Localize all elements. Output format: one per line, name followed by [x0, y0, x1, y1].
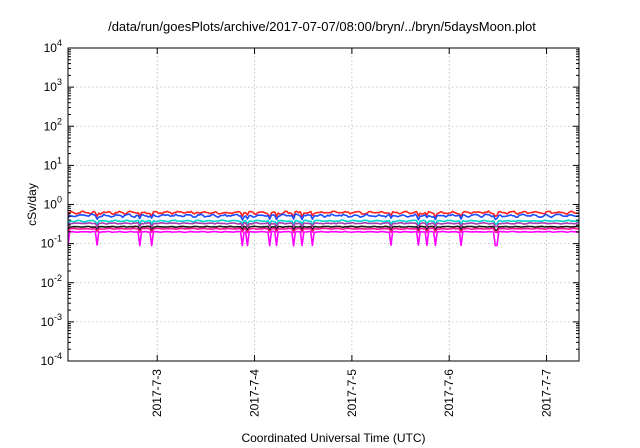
series-layer: [67, 210, 580, 247]
grid: [68, 48, 579, 361]
x-tick-label: 2017-7-5: [345, 369, 359, 417]
series-line-4: [67, 221, 580, 229]
y-tick-label: 104: [44, 38, 62, 55]
x-axis-label: Coordinated Universal Time (UTC): [241, 431, 425, 445]
y-tick-label: 100: [44, 195, 62, 212]
chart-title: /data/run/goesPlots/archive/2017-07-07/0…: [108, 19, 536, 34]
series-line-6: [67, 227, 580, 234]
y-axis-label: cSv/day: [25, 183, 39, 226]
y-tick-label: 10-2: [41, 273, 62, 290]
series-line-7: [67, 230, 580, 247]
y-tick-label: 10-1: [41, 234, 62, 251]
x-tick-label: 2017-7-7: [540, 369, 554, 417]
series-line-2: [67, 213, 580, 221]
x-tick-label: 2017-7-4: [248, 369, 262, 417]
series-line-1: [67, 210, 580, 219]
y-tick-label: 103: [44, 77, 62, 94]
x-tick-label: 2017-7-3: [150, 369, 164, 417]
series-line-3: [67, 219, 580, 226]
y-tick-label: 10-3: [41, 312, 62, 329]
y-tick-label: 101: [44, 155, 62, 172]
y-tick-label: 102: [44, 116, 62, 133]
y-tick-label: 10-4: [41, 351, 62, 368]
y-axis: 10-4 10-3 10-2 10-1 100 101 102 103 104: [41, 38, 579, 368]
x-axis: 2017-7-3 2017-7-4 2017-7-5 2017-7-6 2017-7-7: [150, 48, 554, 417]
series-line-5: [67, 225, 580, 232]
x-tick-label: 2017-7-6: [442, 369, 456, 417]
